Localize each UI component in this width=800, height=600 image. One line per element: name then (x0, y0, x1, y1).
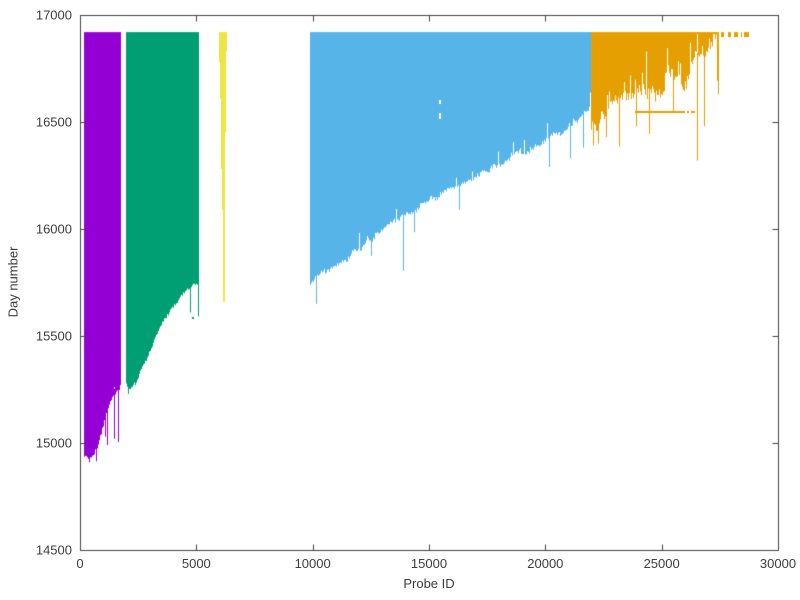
y-tick-label: 15500 (35, 328, 72, 344)
x-tick-label: 15000 (410, 556, 448, 571)
x-tick-label: 0 (76, 556, 84, 571)
y-tick-label: 14500 (35, 542, 72, 558)
x-tick-label: 5000 (181, 556, 211, 571)
y-axis-title: Day number (5, 246, 21, 318)
y-tick-label: 15000 (35, 435, 72, 451)
y-tick-label: 16500 (35, 114, 72, 130)
x-tick-label: 10000 (294, 556, 331, 571)
x-tick-label: 20000 (527, 556, 564, 571)
y-tick-label: 17000 (35, 7, 72, 23)
y-tick-label: 16000 (35, 221, 72, 237)
x-tick-label: 25000 (643, 556, 680, 571)
x-tick-label: 30000 (759, 556, 797, 571)
x-axis-title: Probe ID (403, 576, 455, 591)
